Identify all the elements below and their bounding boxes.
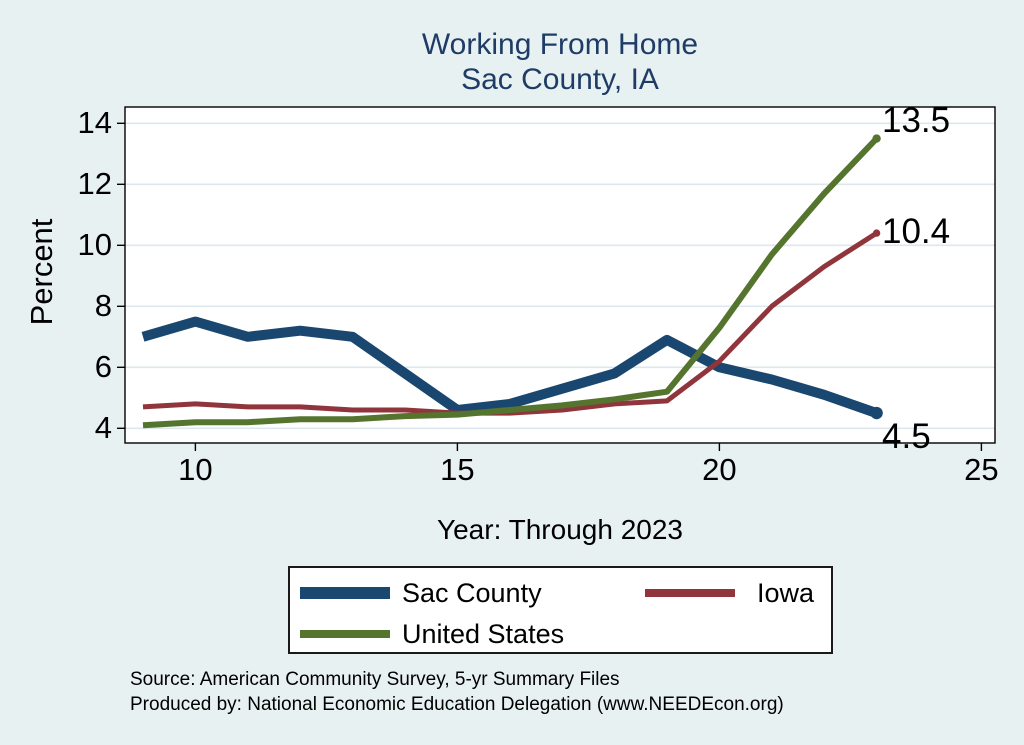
x-tick-label-10: 10 bbox=[178, 452, 213, 487]
chart-title-line1: Working From Home bbox=[421, 28, 699, 61]
legend-label-united-states: United States bbox=[402, 619, 565, 649]
end-label-sac-county: 4.5 bbox=[882, 417, 931, 456]
end-label-iowa: 10.4 bbox=[882, 212, 951, 251]
end-marker-sac-county bbox=[870, 406, 883, 420]
produced-by-line: Produced by: National Economic Education… bbox=[130, 694, 784, 715]
y-tick-label-4: 4 bbox=[94, 410, 112, 446]
y-tick-label-6: 6 bbox=[94, 349, 112, 385]
x-tick-label-15: 15 bbox=[440, 452, 475, 487]
y-tick-label-8: 8 bbox=[94, 288, 112, 324]
end-label-united-states: 13.5 bbox=[882, 101, 951, 140]
chart-title: Working From Home Sac County, IA bbox=[125, 27, 995, 97]
chart-title-line2: Sac County, IA bbox=[461, 63, 659, 96]
end-marker-united-states bbox=[872, 134, 881, 143]
legend-label-iowa: Iowa bbox=[757, 578, 815, 608]
line-iowa bbox=[142, 230, 878, 416]
x-tick-label-20: 20 bbox=[702, 452, 737, 487]
y-tick-label-12: 12 bbox=[77, 166, 112, 202]
line-united-states bbox=[142, 136, 879, 429]
legend-swatch-iowa bbox=[645, 589, 735, 597]
x-tick-label-25: 25 bbox=[964, 452, 999, 487]
legend-label-sac-county: Sac County bbox=[402, 578, 542, 608]
line-sac-county bbox=[141, 316, 879, 418]
legend: Sac County Iowa United States bbox=[288, 566, 833, 654]
y-tick-label-10: 10 bbox=[77, 227, 112, 263]
y-tick-label-14: 14 bbox=[77, 105, 112, 141]
end-marker-iowa bbox=[872, 229, 881, 237]
legend-swatch-united-states bbox=[300, 630, 390, 638]
source-notes: Source: American Community Survey, 5-yr … bbox=[130, 667, 784, 717]
x-axis-title: Year: Through 2023 bbox=[437, 514, 683, 545]
plot-border bbox=[124, 106, 996, 444]
source-line: Source: American Community Survey, 5-yr … bbox=[130, 669, 620, 690]
legend-swatch-sac-county bbox=[300, 587, 390, 599]
